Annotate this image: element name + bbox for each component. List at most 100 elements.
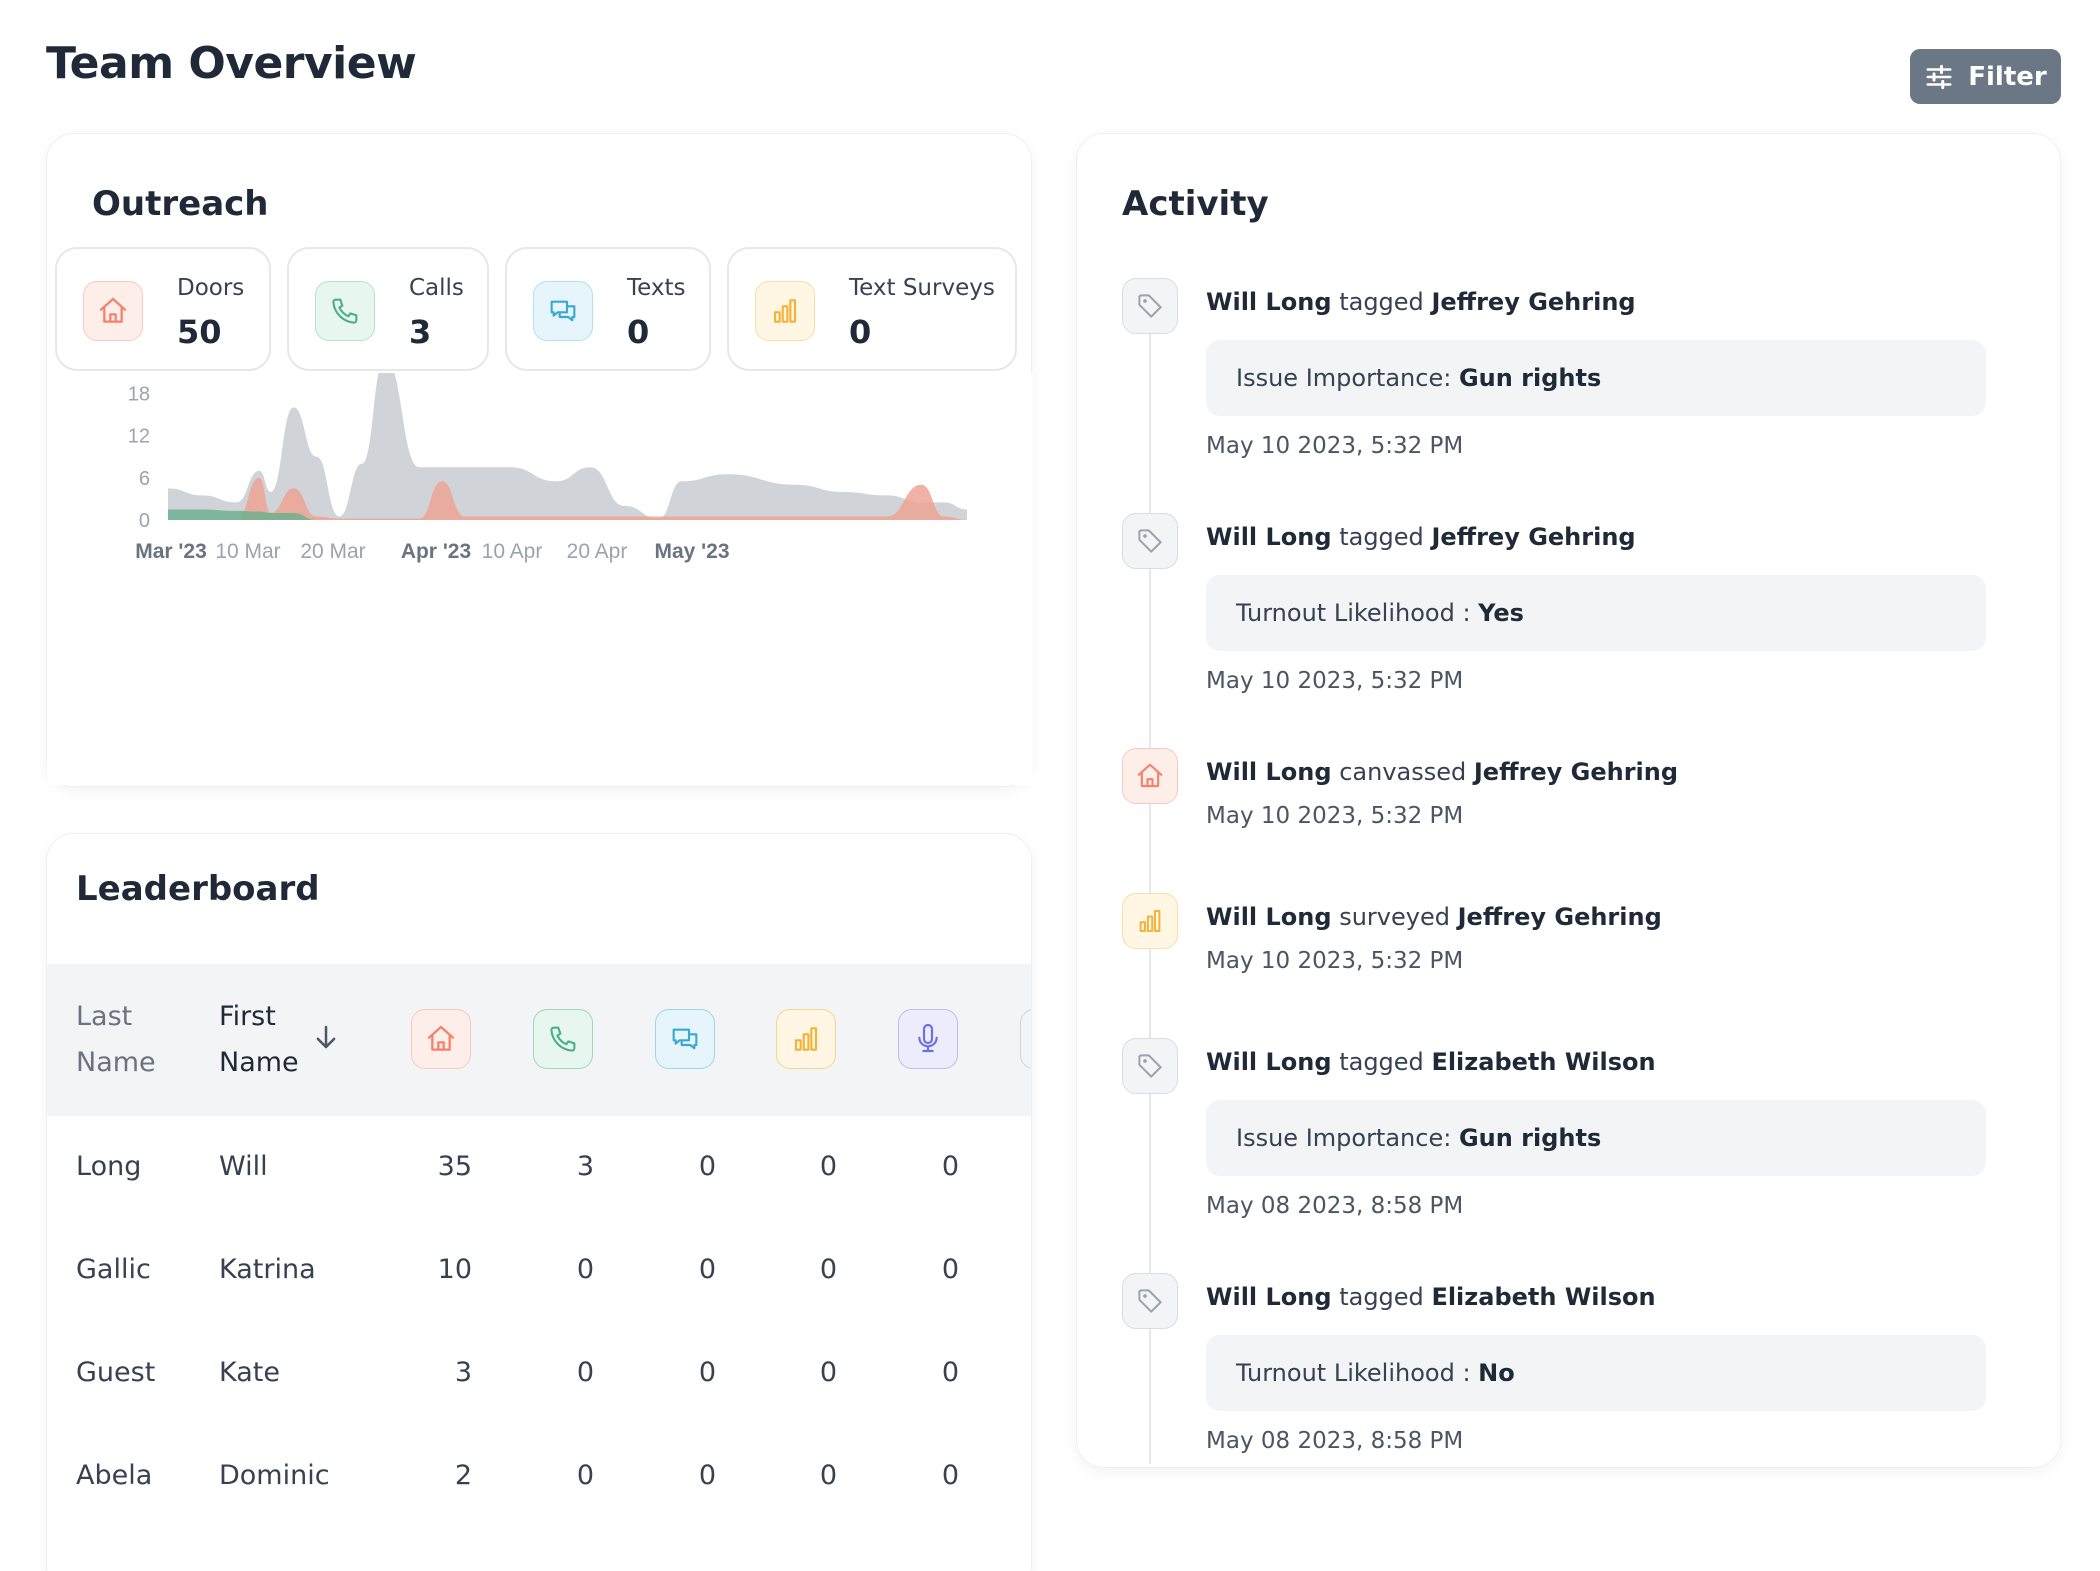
stat-calls[interactable]: Calls 3	[287, 247, 489, 371]
last-name-cell: Long	[76, 1151, 142, 1182]
house-icon	[1122, 748, 1178, 804]
activity-detail-box: Issue Importance: Gun rights	[1206, 340, 1986, 416]
column-first-name[interactable]: First Name	[219, 994, 299, 1086]
last-name-cell: Guest	[76, 1357, 156, 1388]
stat-doors[interactable]: Doors 50	[55, 247, 271, 371]
metric-cell: 35	[437, 1151, 472, 1182]
tag-icon	[1122, 1273, 1178, 1329]
filter-button[interactable]: Filter	[1910, 49, 2061, 104]
detail-label: Issue Importance:	[1236, 364, 1452, 392]
activity-actor[interactable]: Will Long	[1206, 288, 1332, 316]
activity-actor[interactable]: Will Long	[1206, 1048, 1332, 1076]
leaderboard-card: Leaderboard Last Name First Name Long Wil…	[46, 833, 1032, 1571]
activity-timestamp: May 08 2023, 8:58 PM	[1206, 1428, 1464, 1454]
activity-target[interactable]: Jeffrey Gehring	[1473, 758, 1679, 786]
activity-card: Activity Will Long tagged Jeffrey Gehrin…	[1076, 133, 2061, 1468]
column-label: First	[219, 1001, 276, 1032]
timeline-line	[1149, 314, 1151, 1464]
x-tick-label: 20 Apr	[567, 540, 628, 563]
activity-target[interactable]: Jeffrey Gehring	[1431, 288, 1636, 316]
table-row[interactable]: Abela Dominic 2 0 0 0 0	[47, 1428, 1031, 1530]
metric-cell: 3	[576, 1151, 594, 1182]
activity-verb: tagged	[1339, 1283, 1424, 1311]
activity-verb: tagged	[1339, 288, 1424, 316]
metric-cell: 0	[698, 1357, 716, 1388]
chat-icon	[533, 281, 593, 341]
detail-value: Yes	[1478, 599, 1524, 627]
metric-cell: 0	[941, 1254, 959, 1285]
stats-row: Doors 50 Calls 3 Texts 0 Text Surveys 0	[55, 247, 1025, 371]
bar-chart-icon	[1122, 893, 1178, 949]
activity-target[interactable]: Jeffrey Gehring	[1431, 523, 1636, 551]
stat-value: 3	[409, 313, 432, 351]
outreach-title: Outreach	[92, 184, 269, 224]
metric-cell: 0	[576, 1254, 594, 1285]
chat-icon[interactable]	[655, 1009, 715, 1069]
metric-cell: 0	[698, 1460, 716, 1491]
metric-cell: 0	[941, 1151, 959, 1182]
microphone-icon[interactable]	[898, 1009, 958, 1069]
metric-cell: 0	[941, 1357, 959, 1388]
stat-label: Calls	[409, 275, 464, 301]
activity-actor[interactable]: Will Long	[1206, 758, 1332, 786]
metric-cell: 0	[698, 1151, 716, 1182]
metric-cell: 0	[698, 1254, 716, 1285]
activity-actor[interactable]: Will Long	[1206, 523, 1332, 551]
column-label: Name	[219, 1047, 299, 1078]
stat-label: Doors	[177, 275, 245, 301]
metric-cell: 0	[819, 1151, 837, 1182]
activity-detail-box: Turnout Likelihood : Yes	[1206, 575, 1986, 651]
activity-actor[interactable]: Will Long	[1206, 1283, 1332, 1311]
stat-value: 0	[849, 313, 872, 351]
column-last-name[interactable]: Last Name	[76, 994, 156, 1086]
activity-target[interactable]: Jeffrey Gehring	[1457, 903, 1662, 931]
metric-cell: 0	[819, 1460, 837, 1491]
house-icon[interactable]	[411, 1009, 471, 1069]
stat-label: Text Surveys	[849, 275, 995, 301]
metric-cell: 0	[819, 1254, 837, 1285]
x-tick-label: Mar '23	[135, 540, 207, 563]
activity-target[interactable]: Elizabeth Wilson	[1431, 1048, 1656, 1076]
series-area-0[interactable]	[168, 358, 967, 520]
detail-value: Gun rights	[1458, 1124, 1602, 1152]
activity-timestamp: May 10 2023, 5:32 PM	[1206, 433, 1464, 459]
series-area-2[interactable]	[168, 509, 317, 520]
activity-text: Will Long tagged Jeffrey Gehring	[1206, 523, 1636, 551]
activity-target[interactable]: Elizabeth Wilson	[1431, 1283, 1656, 1311]
more-columns-icon[interactable]	[1020, 1009, 1031, 1069]
stat-texts[interactable]: Texts 0	[505, 247, 711, 371]
outreach-card: Outreach Doors 50 Calls 3 Texts 0 Text S…	[46, 133, 1033, 787]
column-label: Name	[76, 1047, 156, 1078]
stat-text-surveys[interactable]: Text Surveys 0	[727, 247, 1017, 371]
page-title: Team Overview	[46, 38, 417, 89]
leaderboard-title: Leaderboard	[76, 869, 320, 909]
activity-verb: surveyed	[1339, 903, 1450, 931]
x-tick-label: 10 Mar	[215, 540, 280, 563]
metric-cell: 0	[941, 1460, 959, 1491]
bar-chart-icon[interactable]	[776, 1009, 836, 1069]
leaderboard-header: Last Name First Name	[47, 964, 1031, 1116]
table-row[interactable]: Gallic Katrina 10 0 0 0 0	[47, 1222, 1031, 1324]
arrow-down-icon[interactable]	[311, 1022, 341, 1052]
last-name-cell: Gallic	[76, 1254, 151, 1285]
sliders-icon	[1924, 62, 1954, 92]
detail-label: Turnout Likelihood :	[1236, 1359, 1471, 1387]
y-tick-label: 12	[128, 426, 150, 448]
activity-verb: canvassed	[1339, 758, 1467, 786]
table-row[interactable]: Guest Kate 3 0 0 0 0	[47, 1325, 1031, 1427]
last-name-cell: Abela	[76, 1460, 153, 1491]
phone-icon[interactable]	[533, 1009, 593, 1069]
filter-button-label: Filter	[1968, 61, 2047, 92]
metric-cell: 0	[819, 1357, 837, 1388]
detail-label: Turnout Likelihood :	[1236, 599, 1471, 627]
y-tick-label: 18	[128, 383, 150, 405]
activity-timestamp: May 08 2023, 8:58 PM	[1206, 1193, 1464, 1219]
activity-actor[interactable]: Will Long	[1206, 903, 1332, 931]
column-label: Last	[76, 1001, 133, 1032]
detail-value: Gun rights	[1458, 364, 1602, 392]
first-name-cell: Will	[219, 1151, 268, 1182]
first-name-cell: Kate	[219, 1357, 280, 1388]
table-row[interactable]: Long Will 35 3 0 0 0	[47, 1119, 1031, 1221]
metric-cell: 2	[454, 1460, 472, 1491]
